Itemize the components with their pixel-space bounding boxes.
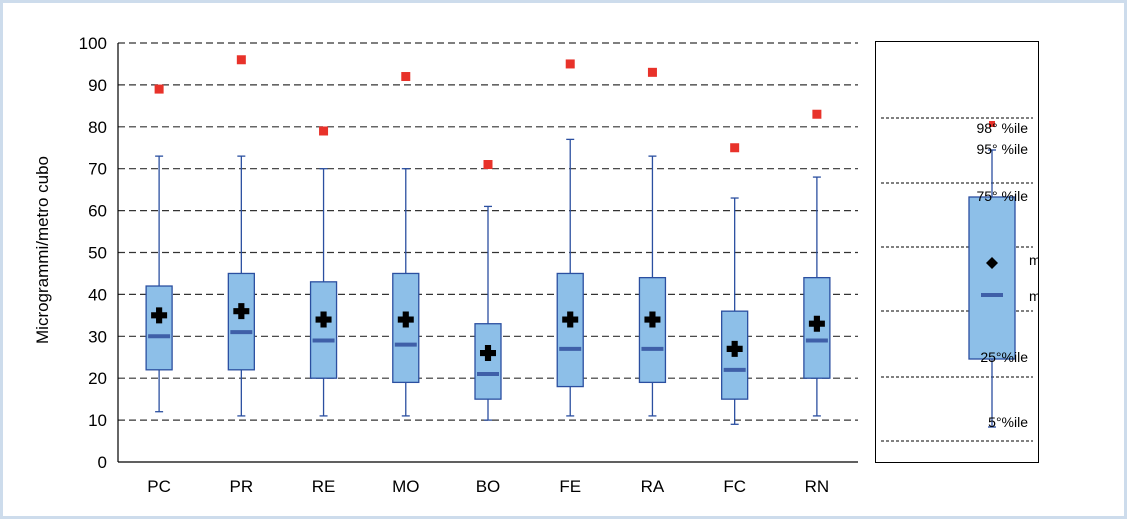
y-tick-label: 100 xyxy=(79,34,107,53)
p98-marker xyxy=(154,84,164,94)
box-group-fc xyxy=(721,143,749,425)
mean-marker xyxy=(397,311,414,328)
x-tick-label: PR xyxy=(230,477,254,496)
box-group-ra xyxy=(638,67,667,417)
y-tick-label: 90 xyxy=(88,76,107,95)
legend-label-median: mediana xyxy=(1029,288,1038,304)
y-axis-label: Microgrammi/metro cubo xyxy=(33,156,52,344)
y-tick-label: 30 xyxy=(88,327,107,346)
iqr-box xyxy=(309,281,338,379)
iqr-box xyxy=(227,272,255,371)
y-tick-label: 40 xyxy=(88,285,107,304)
mean-marker xyxy=(644,311,661,328)
mean-marker xyxy=(480,345,496,362)
box-group-bo xyxy=(474,160,502,421)
legend-label-p98: 98° %ile xyxy=(976,120,1028,136)
x-tick-label: RN xyxy=(805,477,830,496)
p98-marker xyxy=(730,143,740,153)
iqr-box xyxy=(638,276,667,384)
x-tick-label: PC xyxy=(147,477,171,496)
y-tick-label: 60 xyxy=(88,202,107,221)
legend-p98-marker xyxy=(989,121,995,127)
legend-label-p75: 75° %ile xyxy=(976,188,1028,204)
mean-marker xyxy=(233,303,250,320)
y-tick-label: 50 xyxy=(88,244,107,263)
p98-marker xyxy=(565,59,575,69)
legend-diagram: 98° %ile 95° %ile 75° %ile media mediana… xyxy=(881,117,1038,442)
p98-marker xyxy=(812,109,822,119)
legend-iqr-box xyxy=(968,196,1016,360)
y-tick-label: 0 xyxy=(98,453,107,472)
x-tick-label: MO xyxy=(392,477,419,496)
x-tick-label: FE xyxy=(559,477,581,496)
x-tick-label: FC xyxy=(723,477,746,496)
box-group-pc xyxy=(145,84,173,413)
legend-label-p95: 95° %ile xyxy=(976,141,1028,157)
legend-label-p25: 25°%ile xyxy=(980,349,1028,365)
legend-sample-box xyxy=(968,121,1016,428)
iqr-box xyxy=(556,272,584,388)
p98-marker xyxy=(319,126,329,136)
boxplot-chart: 0 10 20 30 40 50 60 70 80 90 100 PC PR RE MO BO FE RA FC R… xyxy=(33,34,858,496)
x-tick-label: RE xyxy=(312,477,336,496)
y-tick-labels: 0 10 20 30 40 50 60 70 80 90 100 xyxy=(79,34,107,472)
mean-marker xyxy=(151,307,168,324)
box-group-rn xyxy=(803,109,831,417)
iqr-box xyxy=(145,285,173,371)
iqr-box xyxy=(392,272,420,384)
legend-panel: 98° %ile 95° %ile 75° %ile media mediana… xyxy=(875,41,1039,463)
y-tick-label: 80 xyxy=(88,118,107,137)
legend-mean-marker xyxy=(986,257,998,269)
box-group-mo xyxy=(392,72,420,417)
box-group-pr xyxy=(227,55,255,417)
box-group-fe xyxy=(556,59,584,417)
y-tick-label: 20 xyxy=(88,369,107,388)
legend-label-mean: media xyxy=(1029,252,1038,268)
mean-marker xyxy=(726,340,743,357)
x-tick-label: RA xyxy=(641,477,665,496)
x-tick-labels: PC PR RE MO BO FE RA FC RN xyxy=(147,477,829,496)
mean-marker xyxy=(315,311,332,328)
y-tick-label: 70 xyxy=(88,160,107,179)
x-tick-label: BO xyxy=(476,477,501,496)
mean-marker xyxy=(808,315,825,332)
y-tick-label: 10 xyxy=(88,411,107,430)
iqr-box xyxy=(474,323,502,400)
legend-guides xyxy=(881,117,1033,442)
boxes xyxy=(145,55,831,425)
p98-marker xyxy=(647,67,657,77)
p98-marker xyxy=(483,160,493,170)
legend-label-p5: 5°%ile xyxy=(988,414,1028,430)
p98-marker xyxy=(236,55,246,65)
p98-marker xyxy=(401,72,411,82)
mean-marker xyxy=(562,311,579,328)
box-group-re xyxy=(309,126,338,417)
